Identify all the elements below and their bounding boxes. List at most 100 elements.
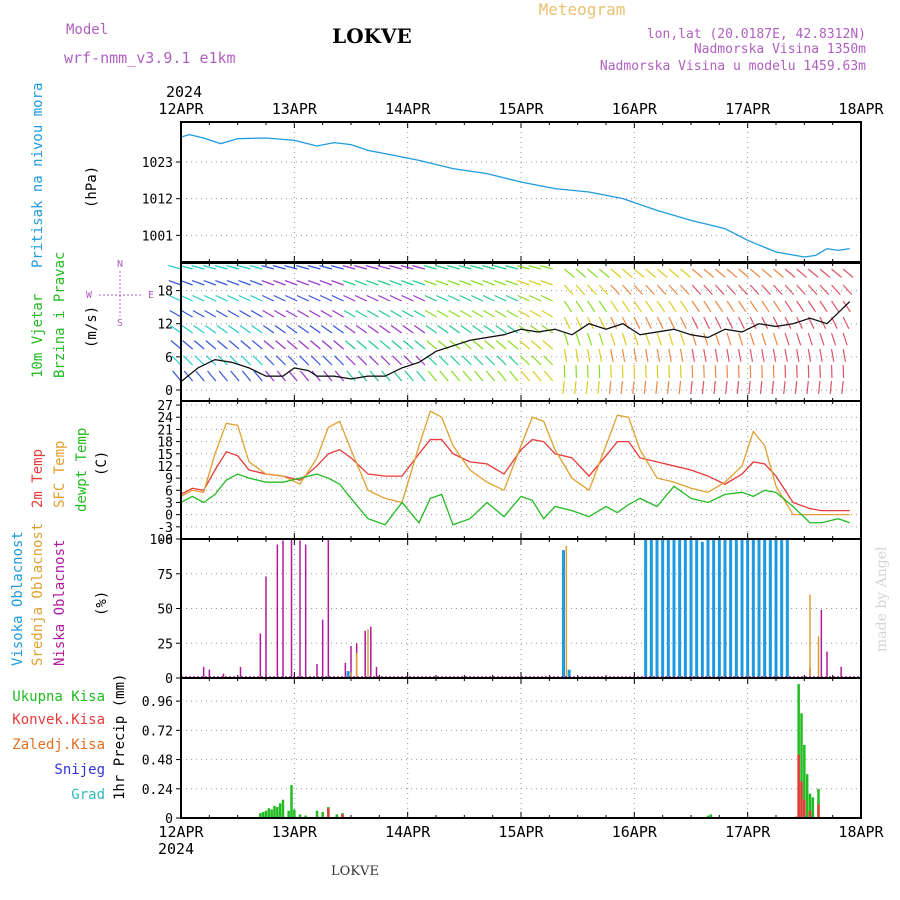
bar <box>273 805 276 818</box>
wind-arrow <box>485 370 496 382</box>
bottom-tick-label: 17APR <box>725 823 771 841</box>
wind-arrow <box>203 265 217 270</box>
wind-arrow <box>784 268 796 278</box>
wind-arrow <box>541 325 554 334</box>
y-tick-label: 1012 <box>142 193 173 208</box>
wind-arrow <box>796 348 800 362</box>
bar <box>298 814 302 818</box>
wind-arrow <box>542 340 554 350</box>
wind-arrow <box>563 300 573 313</box>
wind-arrow <box>714 348 719 362</box>
bar <box>375 666 378 678</box>
wind-arrow <box>273 279 286 286</box>
bar <box>780 539 784 678</box>
wind-arrow <box>575 332 581 346</box>
top-tick-label: 16APR <box>612 100 658 118</box>
y-tick-label: -3 <box>157 521 173 536</box>
y-tick-label: 6 <box>165 351 173 366</box>
wind-arrow <box>655 380 658 394</box>
wind-arrow <box>435 279 449 286</box>
y-tick-label: 3 <box>165 496 173 511</box>
wind-arrow <box>574 380 577 394</box>
y-tick-label: 1001 <box>142 229 173 244</box>
bar <box>327 539 330 678</box>
wind-arrow <box>424 294 437 302</box>
y-tick-label: 0 <box>165 509 173 524</box>
bar <box>567 669 571 678</box>
wind-arrow <box>413 325 426 334</box>
wind-arrow <box>701 380 705 394</box>
wind-arrow <box>587 300 596 313</box>
wind-arrow <box>610 268 622 278</box>
bar <box>811 797 815 818</box>
wind-arrow <box>366 279 379 286</box>
wind-arrow <box>416 370 426 382</box>
wind-arrow <box>529 294 542 302</box>
y-tick-label: 27 <box>157 399 173 414</box>
wind-arrow <box>598 348 603 362</box>
wind-arrow <box>714 316 722 329</box>
wind-arrow <box>520 370 530 382</box>
wind-arrow <box>214 265 228 270</box>
bar <box>346 671 350 678</box>
panel-wind: 0 6 12 18 <box>157 262 862 402</box>
wind-arrow <box>691 268 703 278</box>
wind-arrow <box>585 380 589 394</box>
wind-arrow <box>180 279 193 286</box>
wind-arrow <box>172 370 182 382</box>
bar <box>734 539 738 678</box>
wind-arrow <box>530 340 542 350</box>
wind-arrow <box>447 279 461 286</box>
wind-arrow <box>668 316 676 329</box>
bar <box>800 713 803 818</box>
pressure-ylabel: Pritisak na nivou mora <box>30 83 46 268</box>
wind-arrow <box>262 325 275 334</box>
wind-arrow <box>404 370 414 382</box>
wind-arrow <box>319 265 333 270</box>
wind-arrow <box>450 370 461 382</box>
wind-arrow <box>691 348 695 362</box>
wind-arrow <box>621 284 632 296</box>
wind-arrow <box>203 279 217 286</box>
wind-arrow <box>540 265 553 270</box>
y-tick-label: 0 <box>165 384 173 399</box>
wind-arrow <box>249 279 263 286</box>
wind-arrow <box>819 332 825 346</box>
wind-arrow <box>506 309 519 318</box>
wind-arrow <box>761 268 773 278</box>
bar <box>666 539 670 678</box>
wind-arrow <box>249 265 263 270</box>
wind-arrow <box>842 332 848 346</box>
wind-arrow <box>691 316 699 329</box>
wind-arrow <box>319 279 333 286</box>
y-tick-label: 0.24 <box>142 783 173 798</box>
wind-arrow <box>273 309 286 318</box>
wind-arrow <box>331 279 344 286</box>
wind-arrow <box>412 294 426 302</box>
wind-arrow <box>784 348 788 362</box>
wind-arrow <box>633 268 645 278</box>
cloud-ylabel-niska: Niska Oblacnost <box>52 540 68 666</box>
bar <box>689 540 693 678</box>
wind-arrow <box>587 316 594 329</box>
bar <box>797 754 800 818</box>
y-tick-label: 100 <box>150 533 173 548</box>
wind-arrow <box>239 309 251 318</box>
series-line <box>180 473 850 526</box>
wind-arrow <box>738 284 748 296</box>
wind-arrow <box>587 332 593 346</box>
bar <box>797 684 800 818</box>
wind-arrow <box>322 355 333 366</box>
wind-arrow <box>668 332 674 346</box>
wind-arrow <box>575 316 583 329</box>
wind-arrow <box>368 340 379 350</box>
bar <box>341 814 344 818</box>
wind-arrow <box>575 268 587 278</box>
wind-arrow <box>761 300 770 313</box>
wind-arrow <box>621 300 631 313</box>
wind-arrow <box>344 340 356 350</box>
wind-arrow <box>831 268 842 278</box>
wind-unit: (m/s) <box>84 306 100 348</box>
wind-arrow <box>377 279 391 286</box>
